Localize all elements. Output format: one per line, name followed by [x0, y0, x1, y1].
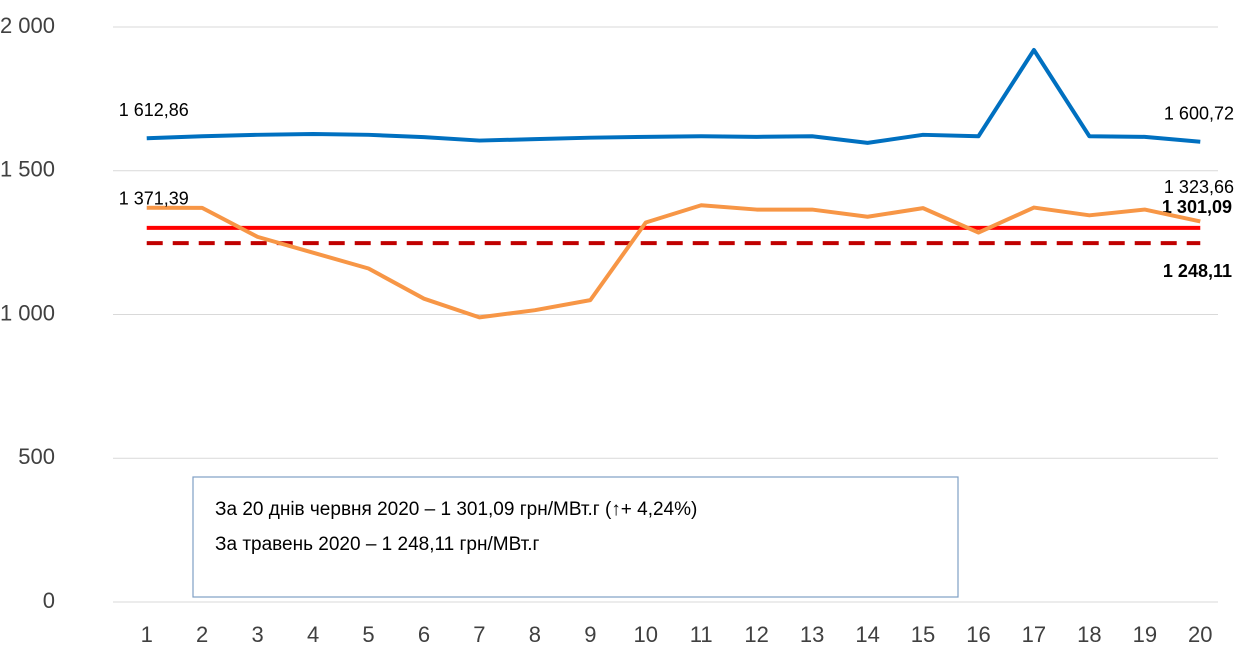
x-tick-label: 12 [744, 622, 768, 647]
annotation-box [192, 476, 959, 598]
x-tick-label: 1 [141, 622, 153, 647]
x-tick-label: 15 [911, 622, 935, 647]
x-tick-label: 6 [418, 622, 430, 647]
annotation: За травень 2020 – 1 248,11 грн/МВт.г [215, 534, 540, 555]
reference-label: 1 248,11 [1163, 261, 1232, 281]
data-label: 1 600,72 [1164, 104, 1234, 124]
data-label: 1 371,39 [119, 188, 189, 208]
y-tick-label: 2 000 [0, 13, 55, 38]
y-tick-label: 1 000 [0, 300, 55, 325]
y-tick-label: 500 [18, 444, 55, 469]
x-tick-label: 11 [690, 622, 713, 647]
x-tick-label: 16 [966, 622, 990, 647]
x-tick-label: 17 [1022, 622, 1046, 647]
x-tick-label: 19 [1133, 622, 1157, 647]
x-tick-label: 3 [252, 622, 264, 647]
annotation: За 20 днів червня 2020 – 1 301,09 грн/МВ… [215, 499, 697, 520]
y-tick-label: 1 500 [0, 157, 55, 182]
x-tick-label: 10 [634, 622, 658, 647]
x-tick-label: 2 [196, 622, 208, 647]
reference-label: 1 301,09 [1162, 197, 1232, 217]
x-tick-label: 9 [584, 622, 596, 647]
x-tick-label: 7 [473, 622, 485, 647]
x-tick-label: 5 [362, 622, 374, 647]
data-label: 1 323,66 [1164, 177, 1234, 197]
x-tick-label: 8 [529, 622, 541, 647]
series-line [146, 48, 1201, 145]
series-line [146, 203, 1201, 320]
x-tick-label: 4 [307, 622, 319, 647]
x-tick-label: 13 [800, 622, 824, 647]
x-tick-label: 18 [1077, 622, 1101, 647]
data-label: 1 612,86 [119, 100, 189, 120]
y-tick-label: 0 [43, 588, 55, 613]
x-tick-label: 20 [1188, 622, 1212, 647]
x-tick-label: 14 [855, 622, 879, 647]
